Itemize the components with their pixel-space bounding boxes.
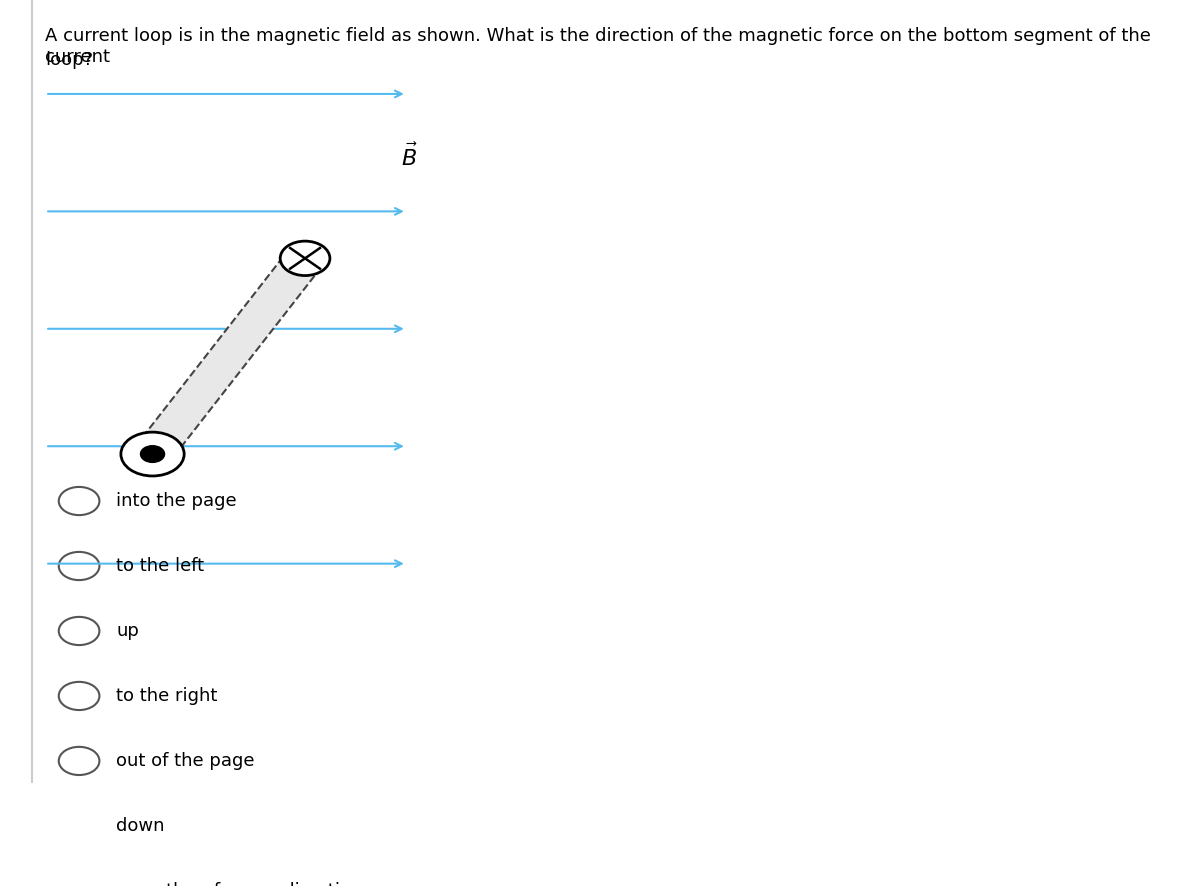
Text: up: up (116, 622, 139, 640)
Circle shape (59, 877, 100, 886)
Text: into the page: into the page (116, 492, 236, 510)
Text: out of the page: out of the page (116, 752, 254, 770)
Circle shape (59, 552, 100, 580)
Text: down: down (116, 817, 164, 835)
Circle shape (140, 446, 164, 462)
Circle shape (59, 617, 100, 645)
Text: A current loop is in the magnetic field as shown. What is the direction of the m: A current loop is in the magnetic field … (46, 27, 1151, 66)
Circle shape (121, 432, 184, 476)
Text: loop?: loop? (46, 51, 94, 69)
Text: to the left: to the left (116, 557, 204, 575)
Polygon shape (134, 252, 323, 461)
Circle shape (59, 682, 100, 710)
Text: to the right: to the right (116, 687, 217, 705)
Circle shape (280, 241, 330, 276)
Circle shape (59, 747, 100, 775)
Text: zero, therefore no direction: zero, therefore no direction (116, 882, 362, 886)
Text: $\vec{B}$: $\vec{B}$ (401, 143, 418, 170)
Circle shape (59, 812, 100, 840)
Circle shape (59, 487, 100, 515)
